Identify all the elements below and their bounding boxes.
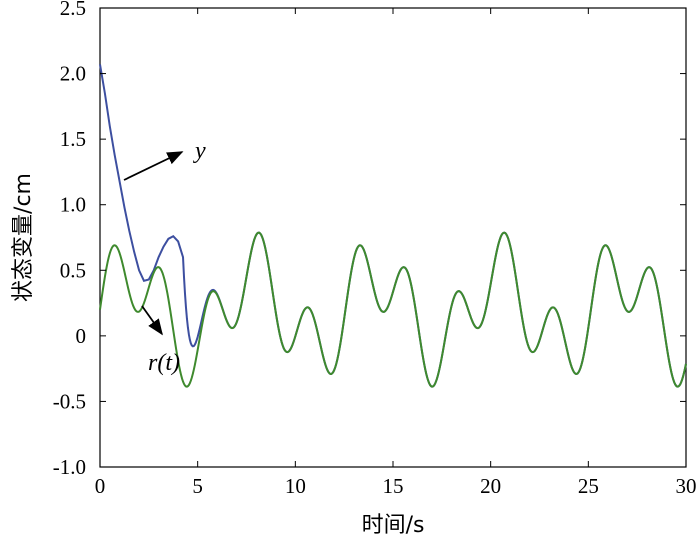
annotation-arrow-y <box>123 151 184 181</box>
annotation-label-y: y <box>193 138 206 164</box>
y-tick-label: 1.5 <box>60 127 86 151</box>
series-line-r <box>99 231 687 388</box>
annotation-arrow-r <box>141 305 163 336</box>
y-tick-label: -0.5 <box>53 389 86 413</box>
x-tick-label: 30 <box>676 474 697 498</box>
x-axis-label: 时间/s <box>362 513 425 538</box>
x-tick-label: 20 <box>480 474 501 498</box>
x-tick-label: 15 <box>383 474 404 498</box>
y-axis-label: 状态变量/cm <box>11 173 36 302</box>
x-tick-label: 25 <box>578 474 599 498</box>
series-line-y <box>99 64 687 388</box>
y-tick-label: 1.0 <box>60 193 86 217</box>
y-tick-label: 0 <box>76 324 87 348</box>
x-tick-label: 5 <box>192 474 203 498</box>
y-tick-label: 2.0 <box>60 62 86 86</box>
x-tick-label: 10 <box>285 474 306 498</box>
annotation-label-r: r(t) <box>148 350 180 376</box>
x-tick-label: 0 <box>95 474 106 498</box>
plot-frame <box>99 7 687 468</box>
y-tick-label: -1.0 <box>53 455 86 479</box>
y-tick-label: 0.5 <box>60 258 86 282</box>
y-tick-label: 2.5 <box>60 0 86 20</box>
